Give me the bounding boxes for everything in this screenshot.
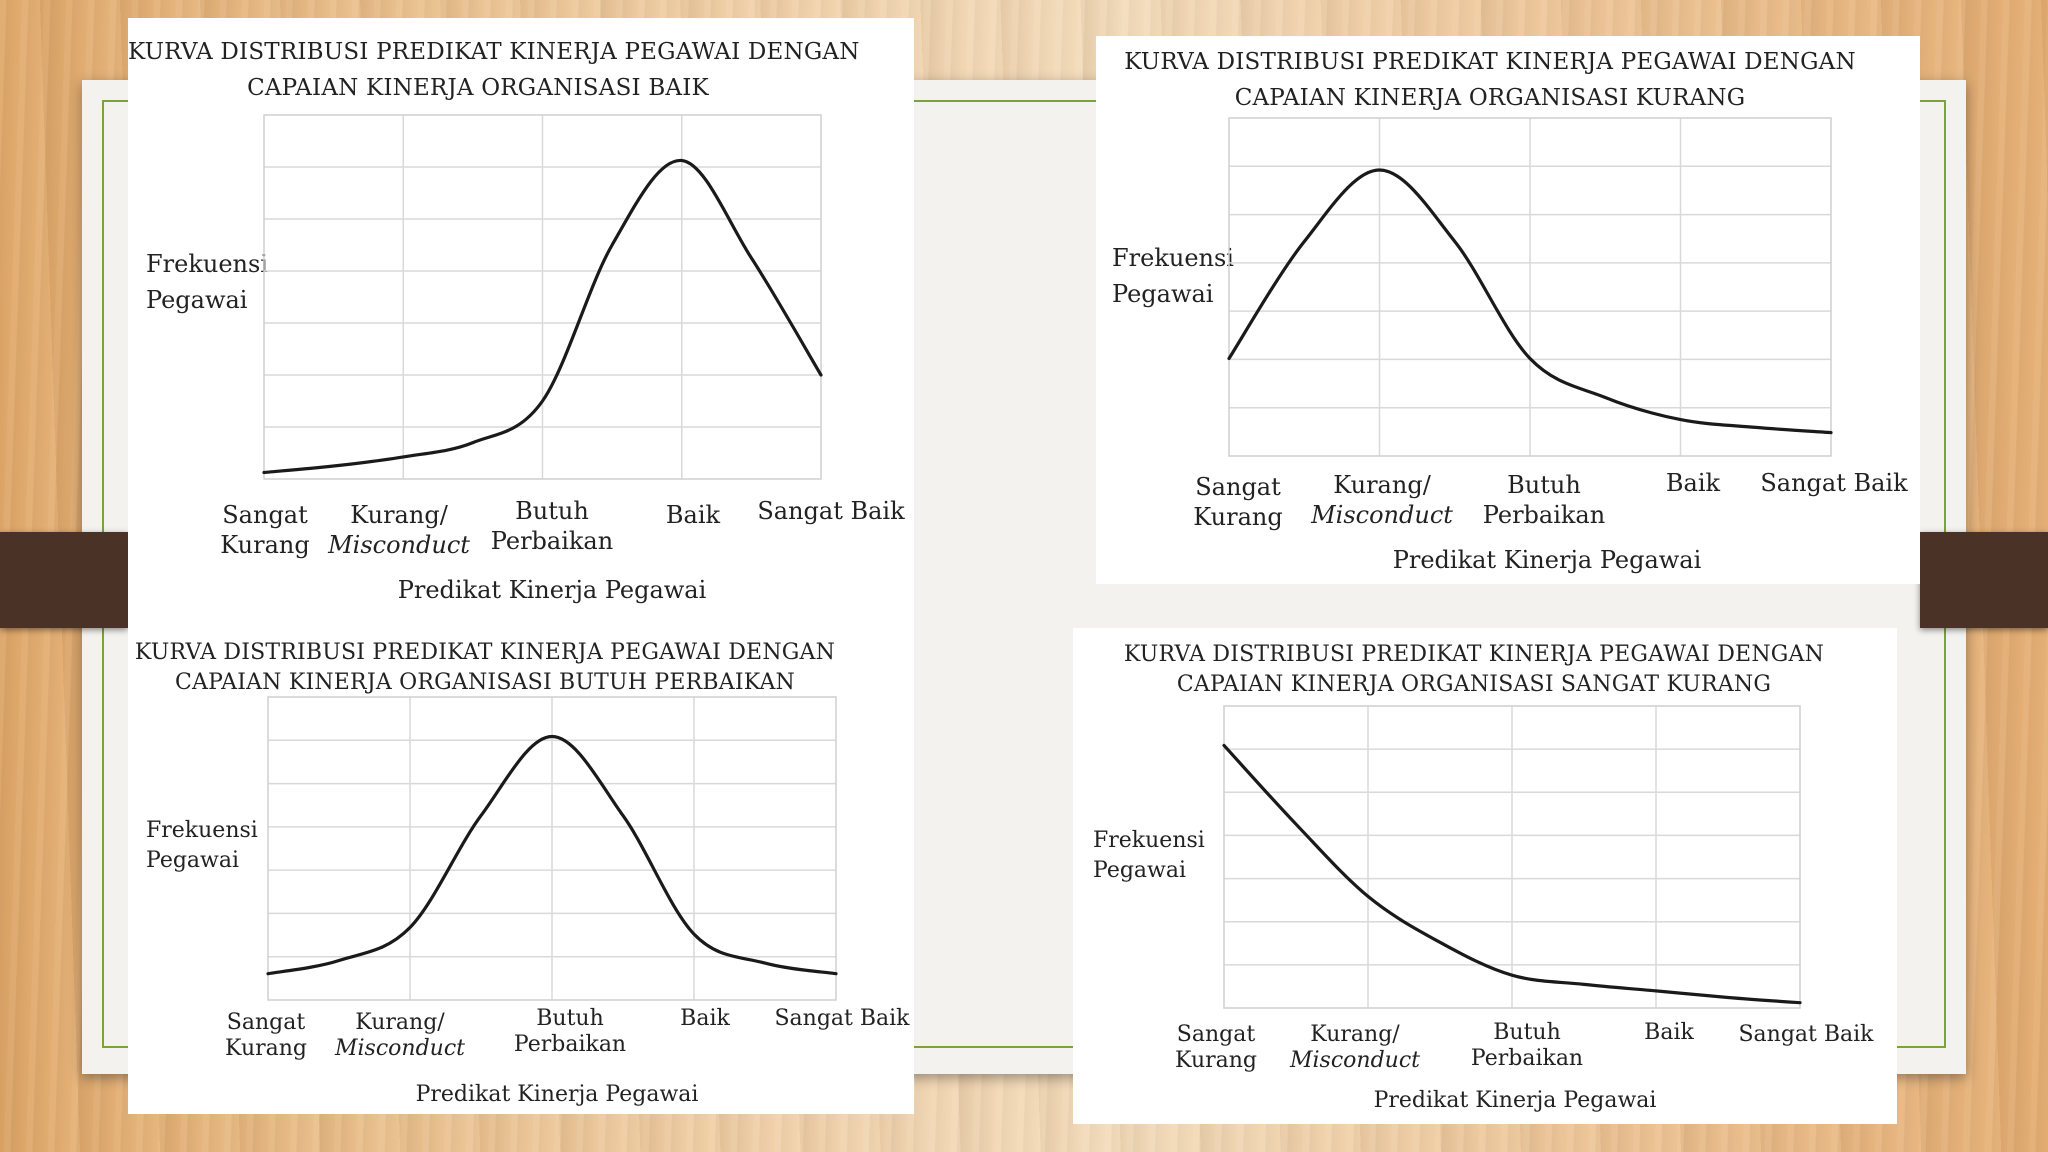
- x-tick-line1: Kurang/: [350, 501, 448, 529]
- chart-title-line2: CAPAIAN KINERJA ORGANISASI BAIK: [247, 75, 709, 101]
- chart-title: KURVA DISTRIBUSI PREDIKAT KINERJA PEGAWA…: [1073, 640, 1875, 700]
- chart-title: KURVA DISTRIBUSI PREDIKAT KINERJA PEGAWA…: [128, 638, 842, 698]
- chart-plot: [266, 696, 838, 1001]
- x-tick-label: Kurang/ Misconduct: [335, 1010, 465, 1062]
- distribution-curve: [266, 734, 838, 976]
- x-tick-line1: Sangat Baik: [1760, 469, 1908, 497]
- x-axis-title: Predikat Kinerja Pegawai: [397, 576, 707, 604]
- x-tick-label: Kurang/ Misconduct: [1290, 1022, 1420, 1074]
- x-tick-label: Sangat Baik: [1760, 468, 1907, 498]
- plot-border: [267, 696, 837, 1001]
- chart-title-line2: CAPAIAN KINERJA ORGANISASI SANGAT KURANG: [1176, 672, 1772, 697]
- x-tick-line1: Baik: [665, 501, 721, 529]
- x-tick-line1: Butuh: [515, 497, 589, 525]
- chart-title-line1: KURVA DISTRIBUSI PREDIKAT KINERJA PEGAWA…: [1124, 49, 1856, 75]
- right-strap: [1920, 532, 2048, 628]
- x-tick-label: Butuh Perbaikan: [491, 496, 613, 556]
- x-tick-line2: Perbaikan: [490, 527, 614, 555]
- plot-border: [1223, 705, 1801, 1009]
- x-tick-line2: Perbaikan: [1482, 501, 1606, 529]
- x-tick-line1: Kurang/: [355, 1010, 445, 1035]
- x-tick-label: Baik: [680, 1006, 730, 1032]
- x-tick-line1: Butuh: [536, 1006, 604, 1031]
- x-tick-label: Kurang/ Misconduct: [1311, 470, 1453, 530]
- distribution-curve: [1222, 743, 1802, 1005]
- x-tick-line2: Misconduct: [1289, 1048, 1421, 1073]
- x-tick-line2: Kurang: [220, 531, 310, 559]
- chart-title-line1: KURVA DISTRIBUSI PREDIKAT KINERJA PEGAWA…: [1123, 642, 1825, 667]
- plot-border: [1228, 117, 1832, 457]
- x-tick-label: Butuh Perbaikan: [514, 1006, 626, 1058]
- x-tick-line2: Kurang: [224, 1036, 308, 1061]
- x-tick-line1: Butuh: [1507, 471, 1581, 499]
- y-axis-label: Frekuensi Pegawai: [1112, 240, 1234, 312]
- x-tick-line2: Misconduct: [334, 1036, 466, 1061]
- chart-title: KURVA DISTRIBUSI PREDIKAT KINERJA PEGAWA…: [128, 34, 860, 106]
- chart-panel-baik: KURVA DISTRIBUSI PREDIKAT KINERJA PEGAWA…: [128, 18, 914, 622]
- y-axis-label-line2: Pegawai: [146, 286, 248, 314]
- y-axis-label-line2: Pegawai: [146, 848, 240, 873]
- x-tick-label: Sangat Kurang: [225, 1010, 307, 1062]
- chart-plot: [262, 114, 823, 480]
- y-axis-label-line1: Frekuensi: [146, 250, 268, 278]
- chart-title-line2: CAPAIAN KINERJA ORGANISASI BUTUH PERBAIK…: [175, 670, 795, 695]
- x-tick-label: Baik: [1666, 468, 1720, 498]
- x-tick-label: Sangat Kurang: [1175, 1022, 1257, 1074]
- chart-panel-kurang: KURVA DISTRIBUSI PREDIKAT KINERJA PEGAWA…: [1096, 36, 1920, 584]
- x-axis-title: Predikat Kinerja Pegawai: [1392, 546, 1702, 574]
- plot-border: [263, 114, 822, 480]
- x-tick-line2: Misconduct: [328, 531, 470, 559]
- x-tick-line1: Kurang/: [1333, 471, 1431, 499]
- chart-title-line1: KURVA DISTRIBUSI PREDIKAT KINERJA PEGAWA…: [134, 640, 836, 665]
- x-tick-line1: Baik: [680, 1006, 730, 1031]
- x-tick-label: Baik: [666, 500, 720, 530]
- y-axis-label-line1: Frekuensi: [1093, 828, 1205, 853]
- chart-title-line2: CAPAIAN KINERJA ORGANISASI KURANG: [1234, 85, 1746, 111]
- x-tick-line1: Sangat Baik: [1738, 1022, 1874, 1047]
- x-tick-label: Butuh Perbaikan: [1471, 1020, 1583, 1072]
- x-tick-line1: Sangat Baik: [774, 1006, 910, 1031]
- x-tick-line1: Baik: [1665, 469, 1721, 497]
- x-tick-label: Baik: [1644, 1020, 1694, 1046]
- y-axis-label: Frekuensi Pegawai: [1093, 826, 1205, 886]
- distribution-curve: [262, 158, 823, 475]
- x-tick-line1: Baik: [1644, 1020, 1694, 1045]
- x-tick-line1: Sangat: [1176, 1022, 1256, 1047]
- chart-title: KURVA DISTRIBUSI PREDIKAT KINERJA PEGAWA…: [1096, 44, 1884, 116]
- chart-panel-butuh-perbaikan: KURVA DISTRIBUSI PREDIKAT KINERJA PEGAWA…: [128, 622, 914, 1114]
- chart-panel-sangat-kurang: KURVA DISTRIBUSI PREDIKAT KINERJA PEGAWA…: [1073, 628, 1897, 1124]
- chart-plot: [1227, 117, 1833, 457]
- x-tick-line2: Kurang: [1174, 1048, 1258, 1073]
- left-strap: [0, 532, 128, 628]
- x-tick-label: Sangat Baik: [774, 1006, 909, 1032]
- x-tick-label: Butuh Perbaikan: [1483, 470, 1605, 530]
- distribution-curve: [1227, 168, 1833, 435]
- x-tick-line1: Kurang/: [1310, 1022, 1400, 1047]
- x-tick-line1: Sangat Baik: [757, 497, 905, 525]
- y-axis-label-line1: Frekuensi: [146, 818, 258, 843]
- chart-plot: [1222, 705, 1802, 1009]
- x-tick-line1: Sangat: [226, 1010, 306, 1035]
- x-axis-title: Predikat Kinerja Pegawai: [415, 1082, 699, 1107]
- x-tick-label: Sangat Baik: [1738, 1022, 1873, 1048]
- x-tick-label: Sangat Baik: [757, 496, 904, 526]
- x-tick-line1: Butuh: [1493, 1020, 1561, 1045]
- y-axis-label: Frekuensi Pegawai: [146, 816, 258, 876]
- x-tick-label: Sangat Kurang: [1193, 472, 1282, 532]
- x-tick-line2: Kurang: [1193, 503, 1283, 531]
- y-axis-label-line2: Pegawai: [1093, 858, 1187, 883]
- x-tick-line2: Perbaikan: [1470, 1046, 1584, 1071]
- x-axis-title: Predikat Kinerja Pegawai: [1373, 1088, 1657, 1113]
- y-axis-label-line1: Frekuensi: [1112, 244, 1234, 272]
- y-axis-label: Frekuensi Pegawai: [146, 246, 268, 318]
- y-axis-label-line2: Pegawai: [1112, 280, 1214, 308]
- x-tick-label: Sangat Kurang: [220, 500, 309, 560]
- chart-title-line1: KURVA DISTRIBUSI PREDIKAT KINERJA PEGAWA…: [128, 39, 860, 65]
- x-tick-label: Kurang/ Misconduct: [328, 500, 470, 560]
- x-tick-line1: Sangat: [222, 501, 308, 529]
- x-tick-line1: Sangat: [1195, 473, 1281, 501]
- x-tick-line2: Misconduct: [1311, 501, 1453, 529]
- x-tick-line2: Perbaikan: [513, 1032, 627, 1057]
